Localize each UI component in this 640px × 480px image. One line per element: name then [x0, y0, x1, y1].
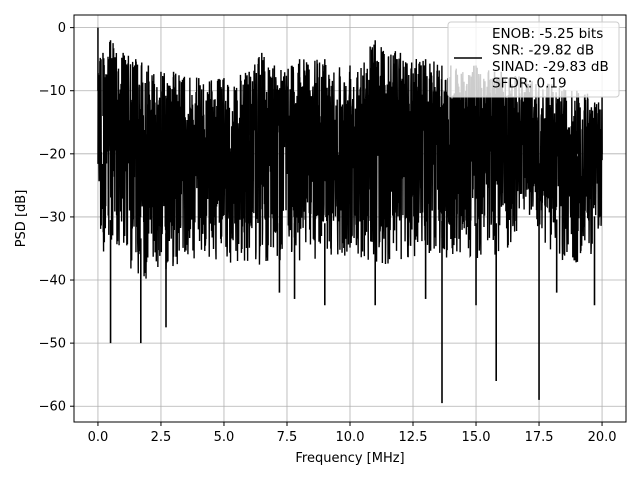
x-tick-label: 20.0: [588, 430, 617, 445]
legend-entry: SNR: -29.82 dB: [492, 43, 594, 59]
x-tick-label: 10.0: [336, 430, 365, 445]
y-tick-label: −10: [39, 84, 66, 99]
x-tick-label: 2.5: [151, 430, 172, 445]
y-tick-label: −30: [39, 210, 66, 225]
legend-entry: SFDR: 0.19: [492, 76, 567, 92]
legend-entry: ENOB: -5.25 bits: [492, 26, 603, 42]
x-axis-label: Frequency [MHz]: [295, 451, 404, 466]
x-tick-label: 17.5: [525, 430, 554, 445]
y-tick-label: −60: [39, 400, 66, 415]
x-tick-label: 5.0: [214, 430, 235, 445]
y-tick-label: −20: [39, 147, 66, 162]
legend-box: [447, 21, 620, 98]
plot-area: [97, 27, 603, 404]
x-tick-label: 7.5: [277, 430, 298, 445]
x-tick-label: 0.0: [88, 430, 109, 445]
x-tick-label: 15.0: [462, 430, 491, 445]
y-tick-label: 0: [58, 21, 66, 36]
x-tick-label: 12.5: [399, 430, 428, 445]
y-tick-label: −40: [39, 274, 66, 289]
y-tick-label: −50: [39, 337, 66, 352]
legend-entry: SINAD: -29.83 dB: [492, 59, 609, 75]
psd-series-line: [97, 41, 603, 279]
y-axis-label: PSD [dB]: [14, 190, 29, 248]
axes: 0.0 2.5 5.0 7.5 10.0 12.5 15.0 17.5 20.0 0 −10 −20 −…: [39, 14, 627, 445]
